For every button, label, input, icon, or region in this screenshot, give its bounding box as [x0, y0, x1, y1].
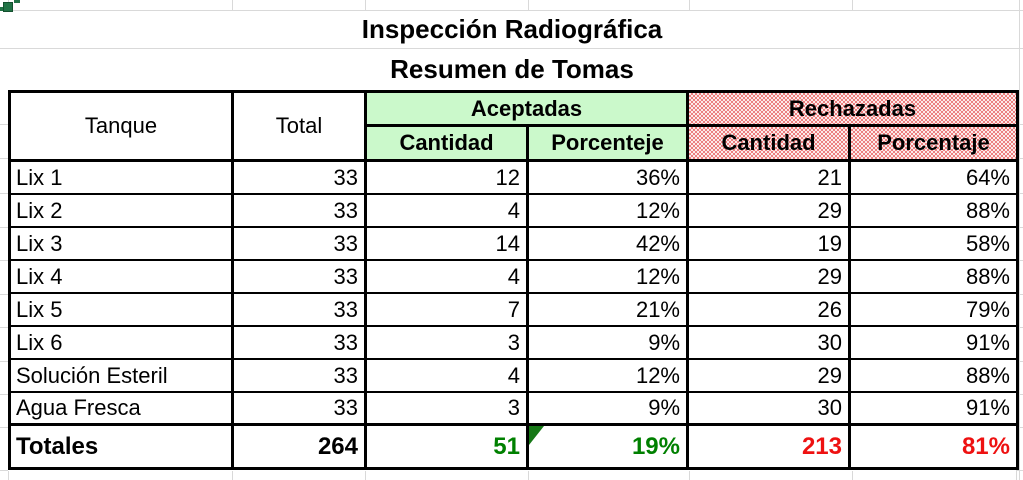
- cell-total[interactable]: 33: [234, 195, 367, 228]
- cell-rej-cantidad[interactable]: 21: [689, 162, 851, 195]
- col-header-rechazadas-porcentaje[interactable]: Porcentaje: [851, 127, 1016, 162]
- col-header-tanque[interactable]: Tanque: [11, 93, 234, 162]
- cell-acc-porcentaje[interactable]: 12%: [529, 261, 689, 294]
- cell-acc-cantidad[interactable]: 14: [367, 228, 529, 261]
- selection-handle-icon[interactable]: [3, 2, 13, 12]
- table-row: Lix 4 33 4 12% 29 88%: [11, 261, 1016, 294]
- col-header-rechazadas-cantidad[interactable]: Cantidad: [689, 127, 851, 162]
- cell-tanque[interactable]: Lix 6: [11, 327, 234, 360]
- cell-acc-porcentaje[interactable]: 42%: [529, 228, 689, 261]
- cell-tanque[interactable]: Lix 1: [11, 162, 234, 195]
- cell-flag-triangle-icon: [529, 426, 544, 445]
- cell-acc-porcentaje[interactable]: 36%: [529, 162, 689, 195]
- table-row: Lix 1 33 12 36% 21 64%: [11, 162, 1016, 195]
- cell-rej-porcentaje[interactable]: 64%: [851, 162, 1016, 195]
- cell-acc-porcentaje[interactable]: 12%: [529, 360, 689, 393]
- cell-acc-cantidad[interactable]: 4: [367, 261, 529, 294]
- cell-acc-porcentaje[interactable]: 9%: [529, 327, 689, 360]
- col-header-total[interactable]: Total: [234, 93, 367, 162]
- cell-rej-cantidad[interactable]: 29: [689, 360, 851, 393]
- cell-acc-porcentaje[interactable]: 12%: [529, 195, 689, 228]
- col-header-aceptadas-cantidad[interactable]: Cantidad: [367, 127, 529, 162]
- cell-rej-cantidad[interactable]: 30: [689, 327, 851, 360]
- cell-tanque[interactable]: Lix 3: [11, 228, 234, 261]
- table-row: Lix 5 33 7 21% 26 79%: [11, 294, 1016, 327]
- col-group-rechazadas[interactable]: Rechazadas: [689, 93, 1016, 127]
- cell-total[interactable]: 33: [234, 393, 367, 426]
- cell-tanque[interactable]: Lix 5: [11, 294, 234, 327]
- cell-acc-porcentaje[interactable]: 9%: [529, 393, 689, 426]
- cell-acc-porcentaje[interactable]: 21%: [529, 294, 689, 327]
- cell-rej-porcentaje[interactable]: 88%: [851, 261, 1016, 294]
- totals-acc-porcentaje[interactable]: 19%: [529, 426, 689, 467]
- table-row: Solución Esteril 33 4 12% 29 88%: [11, 360, 1016, 393]
- cell-total[interactable]: 33: [234, 360, 367, 393]
- summary-table: Tanque Total Aceptadas Rechazadas Cantid…: [8, 90, 1019, 470]
- cell-tanque[interactable]: Lix 4: [11, 261, 234, 294]
- totals-rej-porcentaje[interactable]: 81%: [961, 432, 1010, 460]
- cell-tanque[interactable]: Solución Esteril: [11, 360, 234, 393]
- cell-acc-cantidad[interactable]: 3: [367, 393, 529, 426]
- col-header-aceptadas-porcentaje[interactable]: Porcenteje: [529, 127, 689, 162]
- cell-acc-cantidad[interactable]: 3: [367, 327, 529, 360]
- cell-rej-porcentaje[interactable]: 91%: [851, 393, 1016, 426]
- cell-rej-porcentaje[interactable]: 58%: [851, 228, 1016, 261]
- table-row: Lix 3 33 14 42% 19 58%: [11, 228, 1016, 261]
- page-subtitle: Resumen de Tomas: [390, 54, 634, 84]
- cell-acc-cantidad[interactable]: 4: [367, 195, 529, 228]
- cell-rej-cantidad[interactable]: 29: [689, 195, 851, 228]
- selection-border-fragment: [0, 7, 3, 11]
- totals-acc-cantidad[interactable]: 51: [367, 426, 529, 467]
- cell-rej-cantidad[interactable]: 29: [689, 261, 851, 294]
- cell-rej-cantidad[interactable]: 26: [689, 294, 851, 327]
- cell-total[interactable]: 33: [234, 261, 367, 294]
- cell-rej-porcentaje[interactable]: 91%: [851, 327, 1016, 360]
- totals-row: Totales 264 51 19% 213 81%: [11, 426, 1016, 467]
- cell-tanque[interactable]: Agua Fresca: [11, 393, 234, 426]
- col-group-aceptadas[interactable]: Aceptadas: [367, 93, 689, 127]
- totals-label[interactable]: Totales: [11, 426, 234, 467]
- page-title: Inspección Radiográfica: [361, 14, 663, 44]
- selection-border-fragment: [14, 0, 20, 3]
- table-row: Agua Fresca 33 3 9% 30 91%: [11, 393, 1016, 426]
- cell-rej-cantidad[interactable]: 30: [689, 393, 851, 426]
- cell-acc-cantidad[interactable]: 12: [367, 162, 529, 195]
- cell-acc-cantidad[interactable]: 4: [367, 360, 529, 393]
- cell-total[interactable]: 33: [234, 327, 367, 360]
- totals-acc-porcentaje-value: 19%: [631, 432, 680, 460]
- totals-total[interactable]: 264: [234, 426, 367, 467]
- cell-rej-porcentaje[interactable]: 79%: [851, 294, 1016, 327]
- table-row: Lix 6 33 3 9% 30 91%: [11, 327, 1016, 360]
- cell-tanque[interactable]: Lix 2: [11, 195, 234, 228]
- cell-rej-porcentaje[interactable]: 88%: [851, 360, 1016, 393]
- cell-rej-porcentaje[interactable]: 88%: [851, 195, 1016, 228]
- table-row: Lix 2 33 4 12% 29 88%: [11, 195, 1016, 228]
- cell-total[interactable]: 33: [234, 228, 367, 261]
- cell-total[interactable]: 33: [234, 294, 367, 327]
- cell-acc-cantidad[interactable]: 7: [367, 294, 529, 327]
- cell-total[interactable]: 33: [234, 162, 367, 195]
- cell-rej-cantidad[interactable]: 19: [689, 228, 851, 261]
- totals-rej-cantidad[interactable]: 213: [689, 426, 851, 467]
